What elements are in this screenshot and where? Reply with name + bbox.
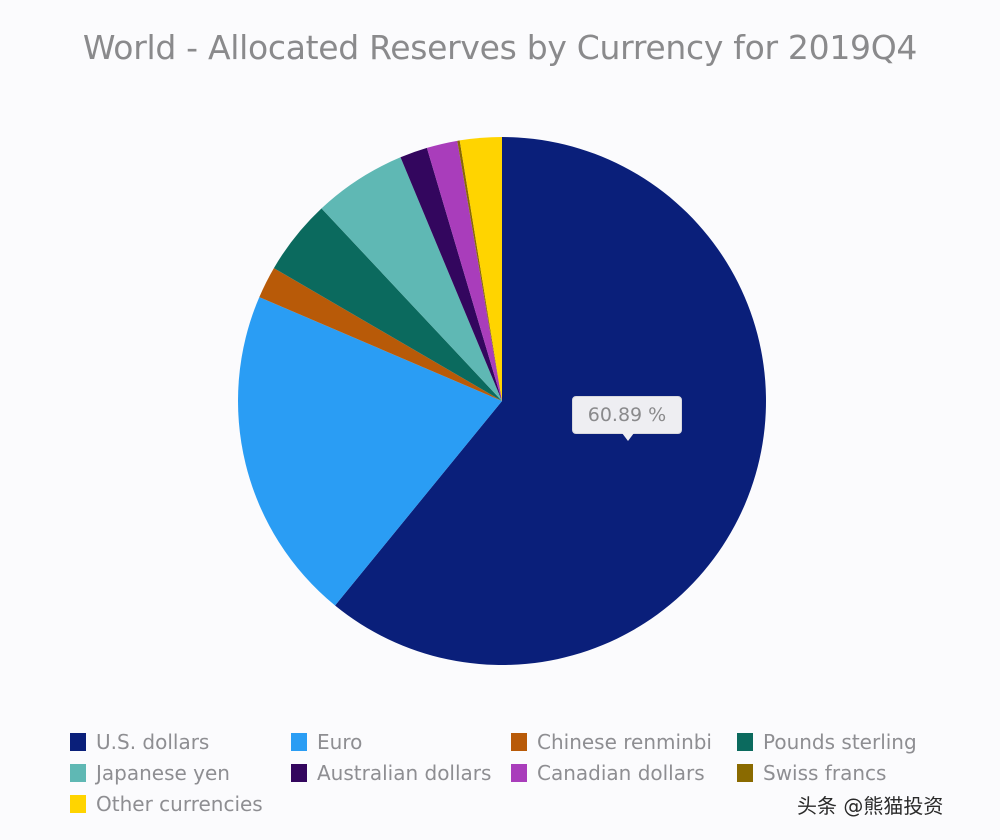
legend-item-swiss-francs[interactable]: Swiss francs bbox=[737, 760, 967, 785]
legend-label: Swiss francs bbox=[763, 760, 887, 785]
legend-item-other-currencies[interactable]: Other currencies bbox=[70, 791, 291, 816]
slice-tooltip: 60.89 % bbox=[572, 396, 682, 441]
pie-slice-canadian-dollars[interactable] bbox=[426, 140, 502, 401]
legend-swatch-icon bbox=[291, 763, 307, 782]
chart-legend: U.S. dollars Euro Chinese renminbi Pound… bbox=[70, 729, 970, 816]
legend-item-euro[interactable]: Euro bbox=[291, 729, 511, 754]
pie-slice-euro[interactable] bbox=[238, 297, 502, 606]
legend-label: Euro bbox=[317, 729, 363, 754]
legend-swatch-icon bbox=[70, 732, 86, 751]
legend-swatch-icon bbox=[70, 763, 86, 782]
legend-label: Canadian dollars bbox=[537, 760, 705, 785]
legend-item-chinese-renminbi[interactable]: Chinese renminbi bbox=[511, 729, 737, 754]
pie-slice-u-s-dollars[interactable] bbox=[335, 137, 766, 666]
pie-slice-swiss-francs[interactable] bbox=[457, 140, 502, 401]
legend-item-japanese-yen[interactable]: Japanese yen bbox=[70, 760, 291, 785]
legend-item-pounds-sterling[interactable]: Pounds sterling bbox=[737, 729, 967, 754]
legend-label: Other currencies bbox=[96, 791, 263, 816]
pie-slice-japanese-yen[interactable] bbox=[321, 157, 502, 401]
pie-slices bbox=[238, 137, 766, 666]
pie-slice-chinese-renminbi[interactable] bbox=[259, 268, 502, 401]
legend-swatch-icon bbox=[737, 732, 753, 751]
legend-swatch-icon bbox=[70, 794, 86, 813]
pie-slice-australian-dollars[interactable] bbox=[400, 147, 503, 401]
legend-swatch-icon bbox=[511, 732, 527, 751]
legend-swatch-icon bbox=[737, 763, 753, 782]
legend-item-australian-dollars[interactable]: Australian dollars bbox=[291, 760, 511, 785]
legend-label: Pounds sterling bbox=[763, 729, 917, 754]
pie-slice-pounds-sterling[interactable] bbox=[273, 208, 502, 401]
pie-slice-other-currencies[interactable] bbox=[459, 137, 502, 401]
legend-item-canadian-dollars[interactable]: Canadian dollars bbox=[511, 760, 737, 785]
chart-title: World - Allocated Reserves by Currency f… bbox=[82, 28, 918, 67]
legend-label: Australian dollars bbox=[317, 760, 492, 785]
watermark: 头条 @熊猫投资 bbox=[797, 794, 944, 818]
legend-item-us-dollars[interactable]: U.S. dollars bbox=[70, 729, 291, 754]
legend-swatch-icon bbox=[511, 763, 527, 782]
legend-label: Chinese renminbi bbox=[537, 729, 712, 754]
legend-label: Japanese yen bbox=[96, 760, 230, 785]
legend-label: U.S. dollars bbox=[96, 729, 210, 754]
legend-swatch-icon bbox=[291, 732, 307, 751]
